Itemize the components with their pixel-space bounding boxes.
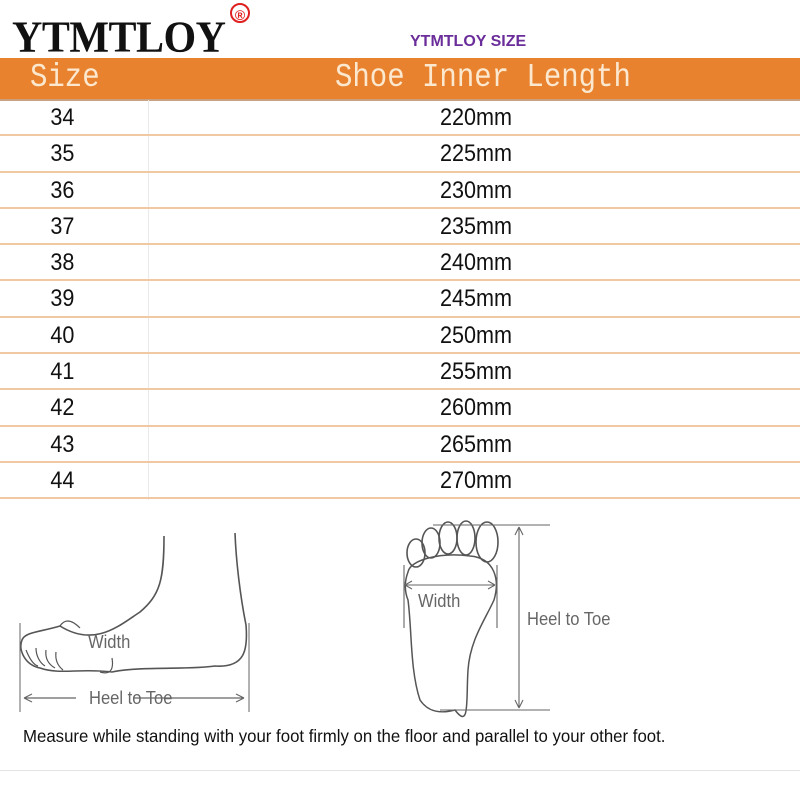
table-row: 37 235mm (0, 209, 800, 246)
table-header: Size Shoe Inner Length (0, 58, 800, 101)
chart-subtitle: YTMTLOY SIZE (410, 33, 527, 50)
table-row: 40 250mm (0, 318, 800, 355)
sole-drawing (403, 520, 550, 718)
header-size: Size (30, 58, 100, 97)
table-row: 34 220mm (0, 100, 800, 137)
table-row: 39 245mm (0, 281, 800, 318)
size-cell: 39 (50, 285, 75, 313)
sole-heel-to-toe-label: Heel to Toe (527, 609, 611, 629)
size-cell: 40 (50, 321, 75, 349)
size-cell: 35 (50, 140, 75, 168)
side-foot-drawing (19, 532, 250, 712)
sole-width-label: Width (418, 591, 461, 611)
size-cell: 37 (50, 212, 75, 240)
length-cell: 255mm (440, 358, 513, 386)
size-cell: 36 (50, 176, 75, 204)
table-row: 35 225mm (0, 136, 800, 173)
table-row: 44 270mm (0, 463, 800, 500)
table-row: 36 230mm (0, 173, 800, 209)
length-cell: 220mm (440, 104, 513, 131)
column-divider (148, 100, 149, 500)
size-cell: 38 (50, 249, 75, 277)
length-cell: 260mm (440, 394, 513, 422)
table-row: 41 255mm (0, 354, 800, 391)
size-cell: 43 (50, 430, 75, 458)
length-cell: 240mm (440, 249, 513, 277)
bottom-divider (0, 770, 800, 771)
size-cell: 44 (50, 466, 75, 494)
measure-instruction: Measure while standing with your foot fi… (23, 726, 666, 746)
length-cell: 225mm (440, 140, 513, 168)
size-cell: 42 (50, 394, 75, 422)
foot-measure-diagram (19, 520, 550, 718)
length-cell: 250mm (440, 321, 513, 349)
table-row: 42 260mm (0, 390, 800, 427)
size-cell: 34 (50, 104, 75, 131)
registered-mark: ® (230, 3, 250, 23)
table-row: 38 240mm (0, 245, 800, 282)
header-length: Shoe Inner Length (335, 58, 631, 97)
side-width-label: Width (88, 632, 131, 652)
length-cell: 245mm (440, 285, 513, 313)
length-cell: 265mm (440, 430, 513, 458)
length-cell: 270mm (440, 466, 513, 494)
length-cell: 230mm (440, 176, 513, 204)
length-cell: 235mm (440, 212, 513, 240)
table-row: 43 265mm (0, 427, 800, 463)
side-heel-to-toe-label: Heel to Toe (89, 688, 173, 708)
size-cell: 41 (50, 358, 75, 386)
brand-logo: YTMTLOY (12, 13, 226, 63)
size-table: 34 220mm 35 225mm 36 230mm 37 235mm 38 240mm 39 245… (0, 100, 800, 500)
